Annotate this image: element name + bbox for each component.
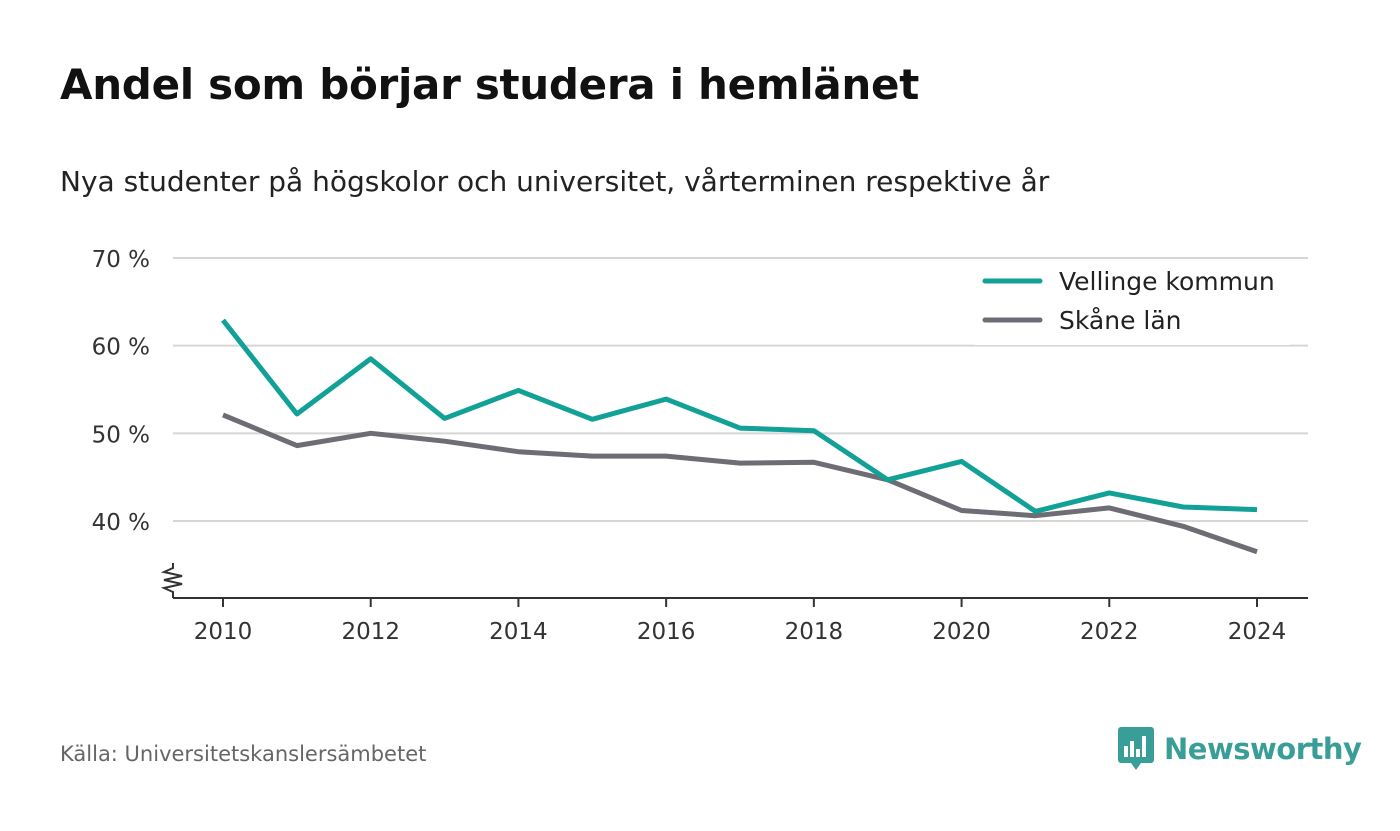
chart-subtitle: Nya studenter på högskolor och universit… — [60, 165, 1050, 198]
y-axis-break-mark — [160, 563, 183, 598]
series-line-skane — [222, 412, 1258, 555]
x-tick-label: 2014 — [489, 619, 548, 645]
legend-label-vellinge: Vellinge kommun — [1059, 267, 1275, 296]
legend-background — [975, 260, 1290, 345]
y-tick-label: 70 % — [92, 247, 150, 273]
series-line-vellinge — [221, 318, 1258, 514]
x-tick-label: 2010 — [194, 619, 253, 645]
line-chart: 40 % 50 % 60 % 70 % 2010 2012 2014 2016 2018 202… — [92, 247, 1308, 645]
legend-label-skane: Skåne län — [1059, 306, 1182, 335]
y-tick-label: 50 % — [92, 422, 150, 448]
x-tick-label: 2022 — [1080, 619, 1139, 645]
x-tick-label: 2024 — [1228, 619, 1287, 645]
x-tick-label: 2020 — [932, 619, 991, 645]
legend: Vellinge kommun Skåne län — [975, 260, 1290, 345]
x-tick-label: 2016 — [637, 619, 696, 645]
y-tick-label: 40 % — [92, 510, 150, 536]
x-tick-label: 2018 — [785, 619, 844, 645]
source-note: Källa: Universitetskanslersämbetet — [60, 742, 427, 766]
x-axis — [160, 563, 1308, 607]
y-tick-label: 60 % — [92, 335, 150, 361]
bar-chart-speech-bubble-icon — [1118, 727, 1154, 770]
grid-lines — [173, 257, 1308, 522]
brand-logo: Newsworthy — [1118, 727, 1362, 771]
chart-title: Andel som börjar studera i hemlänet — [60, 60, 919, 109]
x-tick-label: 2012 — [341, 619, 400, 645]
brand-name: Newsworthy — [1164, 732, 1362, 766]
x-axis-tick-labels: 2010 2012 2014 2016 2018 2020 2022 2024 — [194, 619, 1287, 645]
series-lines — [221, 318, 1258, 555]
y-axis-tick-labels: 40 % 50 % 60 % 70 % — [92, 247, 150, 536]
